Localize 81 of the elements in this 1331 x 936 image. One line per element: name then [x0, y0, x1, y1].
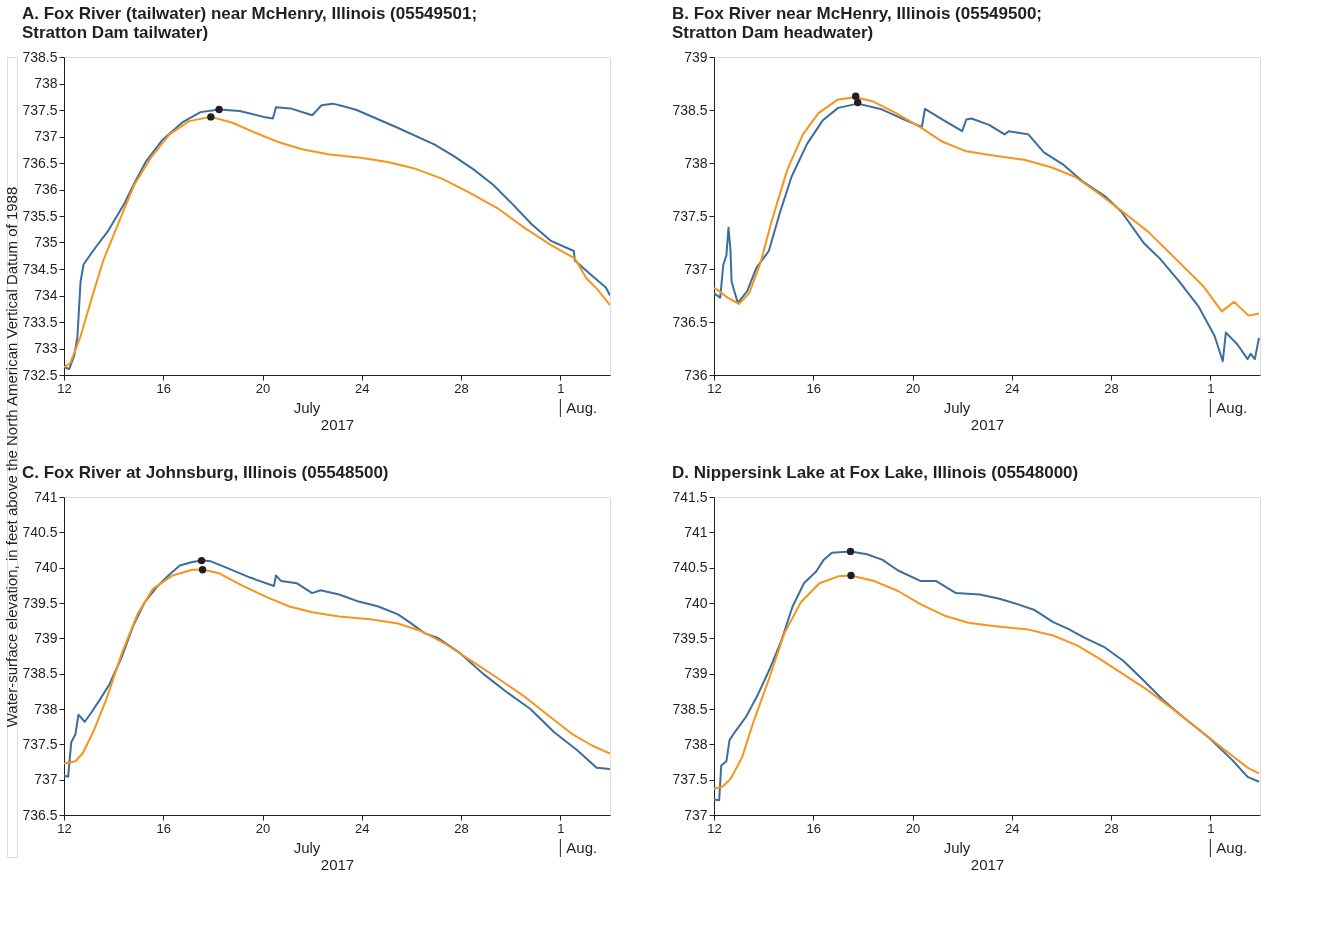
x-tick-label: 12: [57, 820, 72, 836]
y-tick-label: 735.5: [22, 207, 58, 224]
y-tick-label: 739.5: [22, 594, 58, 611]
y-tick-label: 740.5: [22, 523, 58, 540]
x-tick-label: 28: [454, 820, 469, 836]
y-tick-label: 740: [684, 594, 708, 611]
text: Aug.: [1216, 839, 1248, 856]
y-tick-label: 739: [34, 629, 58, 646]
x-tick-label: 28: [454, 380, 469, 396]
text: Aug.: [1216, 399, 1248, 416]
y-tick-label: 737: [684, 260, 708, 277]
x-tick-label: 28: [1104, 380, 1119, 396]
text: July: [943, 839, 971, 856]
x-tick-label: 16: [156, 380, 172, 396]
x-tick-label: 12: [57, 380, 72, 396]
text: Aug.: [566, 399, 598, 416]
y-tick-label: 738.5: [22, 665, 58, 682]
x-axis-title: 2017: [320, 855, 355, 873]
x-tick-label: 24: [1005, 820, 1020, 836]
x-tick-label: 28: [1104, 820, 1119, 836]
text: July: [293, 399, 321, 416]
x-tick-label: 20: [255, 820, 271, 836]
x-tick-label: 24: [355, 380, 370, 396]
x-tick-label: 24: [355, 820, 370, 836]
x-tick-label: 1: [1207, 820, 1215, 836]
y-tick-label: 738.5: [672, 700, 708, 717]
y-tick-label: 738: [34, 700, 58, 717]
x-tick-label: 20: [255, 380, 271, 396]
y-tick-label: 735: [34, 234, 58, 250]
y-tick-label: 739.5: [672, 629, 708, 646]
y-tick-label: 738.5: [672, 101, 708, 118]
y-tick-label: 737.5: [672, 771, 708, 788]
y-tick-label: 736: [684, 366, 708, 383]
y-tick-label: 738: [684, 735, 708, 752]
y-tick-label: 740: [34, 559, 58, 576]
y-tick-label: 736.5: [22, 806, 58, 823]
y-tick-label: 738: [684, 154, 708, 171]
y-tick-label: 737: [34, 771, 58, 788]
x-tick-label: 1: [1207, 380, 1215, 396]
y-tick-label: 734.5: [22, 260, 58, 277]
y-tick-label: 737: [34, 128, 58, 144]
text: July: [943, 399, 971, 416]
y-tick-label: 741: [34, 488, 58, 505]
text: Aug.: [566, 839, 598, 856]
y-tick-label: 738: [34, 75, 58, 91]
x-axis-title: 2017: [970, 415, 1005, 433]
y-tick-label: 741.5: [672, 488, 708, 505]
x-tick-label: 16: [806, 820, 822, 836]
y-tick-label: 741: [684, 523, 708, 540]
x-axis-title: 2017: [970, 855, 1005, 873]
y-tick-label: 737.5: [22, 735, 58, 752]
x-tick-label: 1: [557, 380, 565, 396]
y-tick-label: 738.5: [22, 48, 58, 65]
y-tick-label: 737.5: [22, 101, 58, 118]
y-tick-label: 733: [34, 340, 58, 356]
x-tick-label: 20: [905, 380, 921, 396]
x-tick-label: 24: [1005, 380, 1020, 396]
y-axis-title: Water-surface elevation, in feet above the North American Vertical Datum of 1988: [3, 186, 20, 728]
x-tick-label: 1: [557, 820, 565, 836]
y-tick-label: 733.5: [22, 313, 58, 330]
x-tick-label: 12: [707, 380, 722, 396]
y-tick-label: 740.5: [672, 559, 708, 576]
x-tick-label: 16: [156, 820, 172, 836]
y-tick-label: 739: [684, 48, 708, 65]
chart-title: D. Nippersink Lake at Fox Lake, Illinois (05548000): [671, 463, 1079, 482]
x-tick-label: 12: [707, 820, 722, 836]
y-tick-label: 732.5: [22, 366, 58, 383]
x-axis-title: 2017: [320, 415, 355, 433]
y-tick-label: 736: [34, 181, 58, 197]
y-tick-label: 734: [34, 287, 58, 303]
y-tick-label: 736.5: [672, 313, 708, 330]
y-tick-label: 736.5: [22, 154, 58, 171]
y-tick-label: 737.5: [672, 207, 708, 224]
chart-title: A. Fox River (tailwater) near McHenry, Illinois (05549501; Stratton Dam tailwater): [21, 4, 478, 42]
chart-title: B. Fox River near McHenry, Illinois (05549500; Stratton Dam headwater): [671, 4, 1043, 42]
chart-title: C. Fox River at Johnsburg, Illinois (05548500): [21, 463, 389, 482]
x-tick-label: 20: [905, 820, 921, 836]
y-tick-label: 737: [684, 806, 708, 823]
x-tick-label: 16: [806, 380, 822, 396]
text: July: [293, 839, 321, 856]
y-tick-label: 739: [684, 665, 708, 682]
